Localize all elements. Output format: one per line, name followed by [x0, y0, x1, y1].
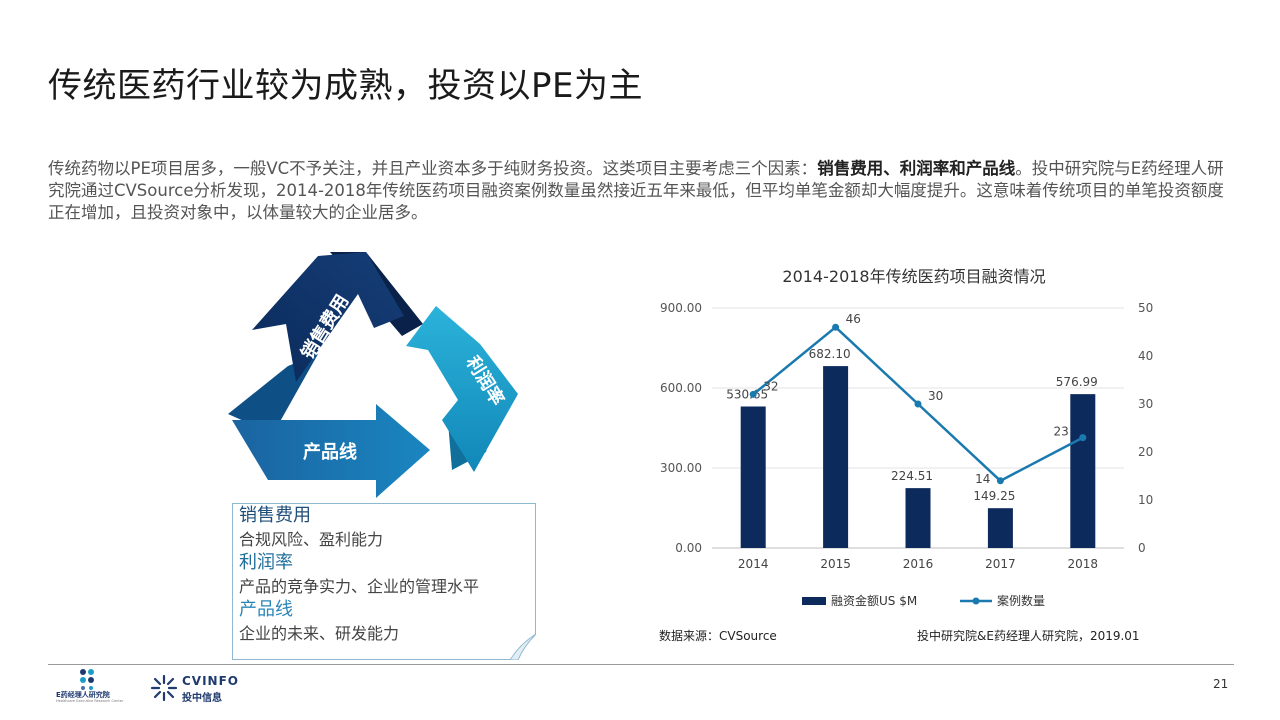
note-text-profit-margin: 产品的竞争实力、企业的管理水平 [239, 577, 480, 596]
left-axis-tick: 0.00 [675, 541, 702, 555]
data-source-note: 数据来源：CVSource [659, 629, 777, 643]
chart-title: 2014-2018年传统医药项目融资情况 [782, 267, 1045, 286]
legend-line-marker [972, 597, 980, 605]
right-axis-tick: 0 [1138, 541, 1146, 555]
page-title: 传统医药行业较为成熟，投资以PE为主 [48, 66, 643, 106]
factor-cycle-diagram: 销售费用 利润率 产品线 [228, 252, 518, 498]
bar-financing-amount [740, 406, 766, 548]
logo1-text: E药经理人研究院 [56, 691, 110, 699]
line-data-label: 14 [975, 472, 990, 486]
line-point [832, 323, 840, 331]
intro-text-2: 。投中研究院与E药经理人研究院通过CVSource分析发现，2014-2018年… [48, 159, 1224, 222]
right-axis-tick: 20 [1138, 445, 1153, 459]
legend-bar-label: 融资金额US $M [831, 593, 917, 608]
right-axis-tick: 10 [1138, 493, 1153, 507]
x-axis-tick: 2017 [985, 557, 1016, 571]
dots-logo-icon [80, 669, 94, 690]
x-axis-tick: 2016 [903, 557, 934, 571]
note-text-sales-cost: 合规风险、盈利能力 [239, 530, 384, 549]
financing-chart: 2014-2018年传统医药项目融资情况 0.00 300.00 600.00 900… [660, 267, 1153, 608]
bar-financing-amount [823, 366, 849, 548]
cvinfo-logo: CVINFO 投中信息 [150, 672, 250, 704]
line-point [749, 390, 757, 398]
line-data-label: 46 [846, 312, 861, 326]
x-axis-tick: 2014 [738, 557, 769, 571]
footer-divider [48, 664, 1234, 665]
page-number: 21 [1213, 677, 1229, 691]
intro-paragraph: 传统药物以PE项目居多，一般VC不予关注，并且产业资本多于纯财务投资。这类项目主… [48, 158, 1238, 224]
logo1-subtext: Healthcare Executive Research Center [56, 699, 124, 703]
legend-line-label: 案例数量 [997, 593, 1045, 608]
right-axis-tick: 30 [1138, 397, 1153, 411]
intro-text-1: 传统药物以PE项目居多，一般VC不予关注，并且产业资本多于纯财务投资。这类项目主… [48, 159, 818, 178]
x-axis-tick: 2018 [1068, 557, 1099, 571]
bar-data-label: 530.65 [726, 387, 768, 401]
x-axis-tick: 2015 [820, 557, 851, 571]
line-point [1079, 434, 1087, 442]
legend-bar-swatch [802, 597, 826, 605]
note-text-product-line: 企业的未来、研发能力 [239, 624, 400, 643]
logo2-brand: CVINFO [182, 674, 239, 688]
bar-financing-amount [905, 488, 931, 548]
credit-note: 投中研究院&E药经理人研究院，2019.01 [917, 629, 1140, 643]
factor-note-card: 销售费用 合规风险、盈利能力 利润率 产品的竞争实力、企业的管理水平 产品线 企… [232, 503, 536, 660]
line-point [914, 400, 922, 408]
starburst-logo-icon [150, 674, 178, 702]
bar-data-label: 224.51 [891, 469, 933, 483]
left-axis-tick: 300.00 [660, 461, 702, 475]
note-heading-profit-margin: 利润率 [239, 552, 293, 573]
bar-data-label: 682.10 [809, 347, 851, 361]
line-data-label: 30 [928, 389, 943, 403]
line-data-label: 23 [1054, 425, 1069, 439]
note-heading-sales-cost: 销售费用 [239, 505, 311, 526]
note-heading-product-line: 产品线 [239, 599, 293, 620]
line-point [996, 477, 1004, 485]
intro-bold-factors: 销售费用、利润率和产品线 [817, 159, 1016, 178]
bar-data-label: 149.25 [973, 489, 1015, 503]
line-data-label: 32 [763, 379, 778, 393]
cycle-arrow-label-3: 产品线 [303, 441, 357, 463]
page-curl-icon [510, 634, 536, 660]
left-axis-tick: 600.00 [660, 381, 702, 395]
e-pharma-institute-logo: E药经理人研究院 Healthcare Executive Research C… [56, 668, 124, 704]
bar-financing-amount [1070, 394, 1096, 548]
right-axis-tick: 50 [1138, 301, 1153, 315]
bar-financing-amount [987, 508, 1013, 548]
logo2-text: 投中信息 [182, 693, 222, 704]
right-axis-tick: 40 [1138, 349, 1153, 363]
left-axis-tick: 900.00 [660, 301, 702, 315]
bar-data-label: 576.99 [1056, 375, 1098, 389]
cycle-arrow-product-line: 产品线 [232, 404, 430, 498]
